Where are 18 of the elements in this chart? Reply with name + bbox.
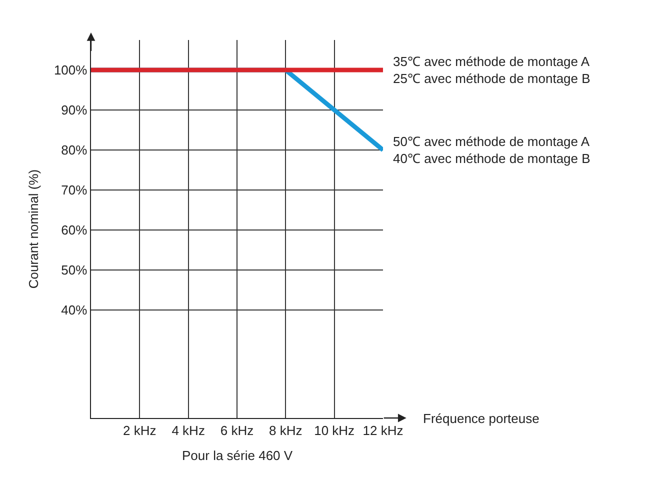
annotation: 35℃ avec méthode de montage A 25℃ avec méthode de montage B: [393, 54, 590, 86]
y-tick-label: 50%: [61, 262, 88, 278]
text: Pour la série 460 V: [182, 448, 293, 463]
y-axis-title: Courant nominal (%): [26, 169, 41, 289]
y-tick-label: 80%: [61, 142, 88, 158]
y-tick-label: 100%: [54, 62, 88, 78]
x-tick-label: 2 kHz: [123, 422, 156, 438]
y-tick-label: 40%: [61, 302, 88, 318]
y-tick-label: 90%: [61, 102, 88, 118]
x-tick-label: 8 kHz: [269, 422, 302, 438]
x-tick-label: 12 kHz: [362, 422, 404, 438]
y-tick-label: 60%: [61, 222, 88, 238]
annotation: 50℃ avec méthode de montage A 40℃ avec méthode de montage B: [393, 134, 590, 166]
x-tick-label: 10 kHz: [314, 422, 355, 438]
x-tick-label: 4 kHz: [172, 422, 205, 438]
x-tick-label: 6 kHz: [220, 422, 254, 438]
y-tick-label: 70%: [61, 182, 88, 198]
x-axis-title: Fréquence porteuse: [423, 411, 540, 426]
